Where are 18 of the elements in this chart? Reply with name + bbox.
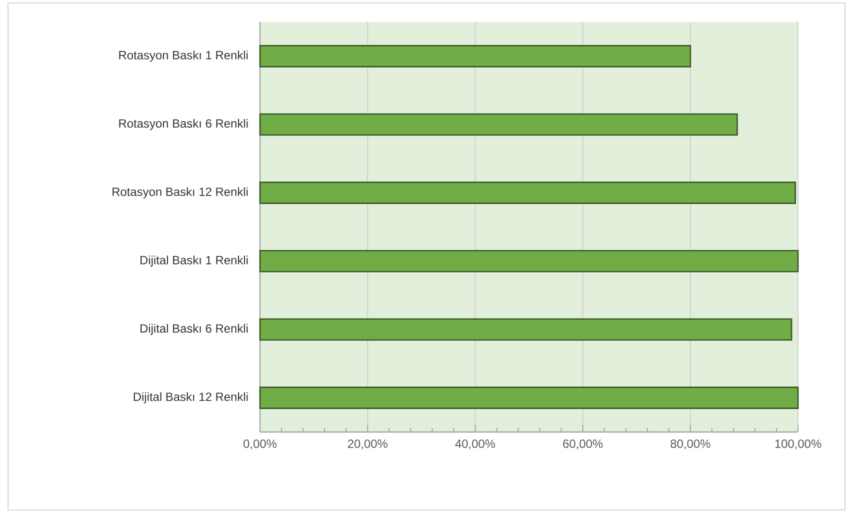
bar [259, 386, 799, 409]
x-tick-label: 20,00% [348, 440, 388, 450]
y-tick-label: Dijital Baskı 1 Renkli [140, 256, 248, 267]
x-tick-label: 80,00% [670, 440, 710, 450]
x-tick-label: 100,00% [775, 440, 822, 450]
bar [259, 45, 692, 68]
y-tick-label: Rotasyon Baskı 12 Renkli [112, 187, 248, 198]
y-tick-label: Dijital Baskı 6 Renkli [140, 324, 248, 336]
bar [259, 113, 738, 136]
bar [259, 318, 792, 341]
y-tick-label: Rotasyon Baskı 1 Renkli [119, 50, 248, 62]
x-tick-label: 0,00% [244, 440, 277, 450]
y-tick-label: Dijital Baskı 12 Renkli [134, 392, 248, 404]
y-tick-label: Rotasyon Baskı 6 Renkli [119, 118, 248, 130]
x-tick-label: 40,00% [455, 440, 496, 450]
bar [259, 250, 799, 272]
x-tick-label: 60,00% [563, 440, 603, 450]
bar [259, 182, 796, 204]
